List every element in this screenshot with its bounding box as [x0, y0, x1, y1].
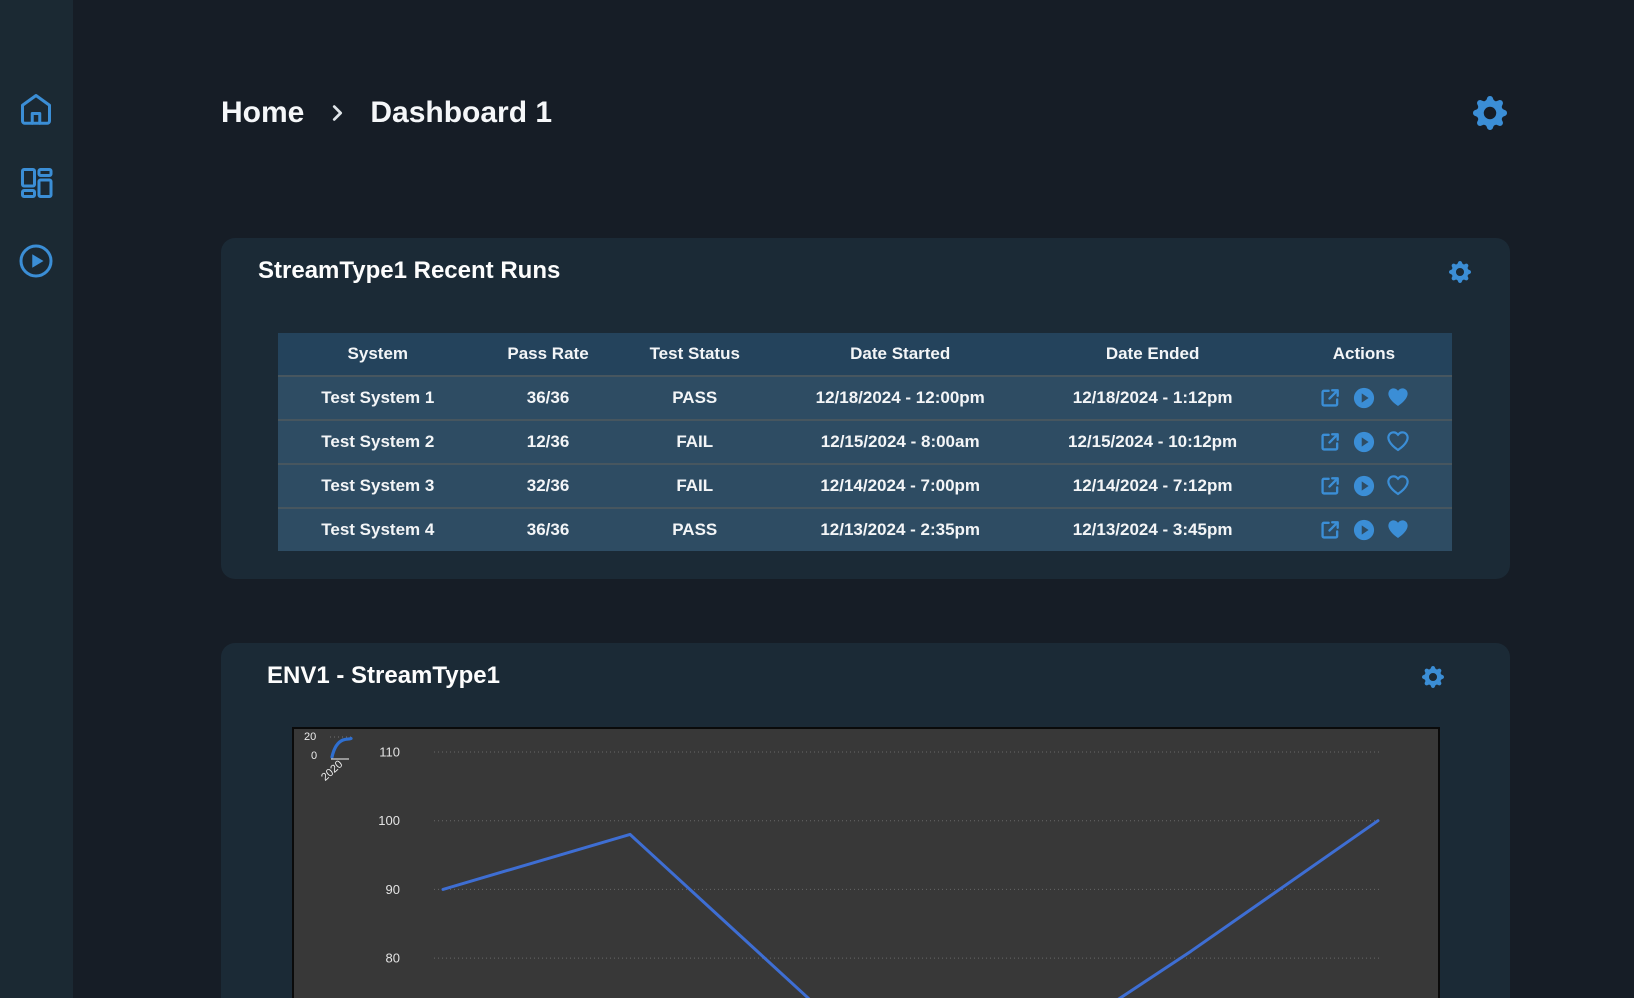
play-run-button[interactable]	[1353, 387, 1375, 409]
heart-icon	[1387, 475, 1409, 497]
system-cell: Test System 3	[278, 463, 478, 508]
pass-rate-cell: 32/36	[477, 463, 619, 508]
external-link-icon	[1319, 475, 1341, 497]
date-ended-cell: 12/13/2024 - 3:45pm	[1029, 507, 1276, 551]
favorite-button[interactable]	[1387, 431, 1409, 453]
column-header-pass-rate: Pass Rate	[477, 333, 619, 376]
svg-text:80: 80	[386, 951, 400, 966]
dashboard-grid-icon	[18, 165, 54, 201]
inset-ytick-0: 0	[311, 750, 318, 762]
svg-text:90: 90	[386, 882, 400, 897]
play-circle-filled-icon	[1353, 519, 1375, 541]
breadcrumb-home-link[interactable]: Home	[221, 96, 305, 129]
inset-mini-chart	[330, 736, 354, 760]
date-ended-cell: 12/18/2024 - 1:12pm	[1029, 375, 1276, 420]
env-chart-settings-button[interactable]	[1422, 666, 1444, 688]
sidebar-item-runs[interactable]	[18, 243, 54, 279]
actions-cell	[1275, 463, 1452, 508]
home-icon	[18, 91, 54, 127]
breadcrumb-current: Dashboard 1	[370, 96, 553, 129]
table-header-row: System Pass Rate Test Status Date Starte…	[278, 333, 1452, 376]
env-chart-card-title: ENV1 - StreamType1	[267, 662, 500, 689]
favorite-button[interactable]	[1387, 387, 1409, 409]
play-circle-filled-icon	[1353, 387, 1375, 409]
play-run-button[interactable]	[1353, 431, 1375, 453]
date-started-cell: 12/18/2024 - 12:00pm	[771, 375, 1030, 420]
column-header-date-started: Date Started	[771, 333, 1030, 376]
column-header-date-ended: Date Ended	[1029, 333, 1276, 376]
recent-runs-table: System Pass Rate Test Status Date Starte…	[278, 333, 1452, 551]
line-chart: 110 100 90 80 20 0 2020	[292, 727, 1440, 998]
open-run-button[interactable]	[1319, 387, 1341, 409]
actions-cell	[1275, 419, 1452, 464]
recent-runs-card: StreamType1 Recent Runs System Pass Rate…	[221, 238, 1510, 579]
play-run-button[interactable]	[1353, 519, 1375, 541]
table-row: Test System 3 32/36 FAIL 12/14/2024 - 7:…	[278, 463, 1452, 508]
system-cell: Test System 2	[278, 419, 478, 464]
open-run-button[interactable]	[1319, 431, 1341, 453]
heart-icon	[1387, 387, 1409, 409]
external-link-icon	[1319, 387, 1341, 409]
sidebar-item-dashboards[interactable]	[18, 165, 54, 201]
test-status-cell: FAIL	[618, 463, 772, 508]
svg-text:110: 110	[379, 745, 400, 760]
recent-runs-settings-button[interactable]	[1449, 261, 1471, 283]
pass-rate-cell: 36/36	[477, 507, 619, 551]
favorite-button[interactable]	[1387, 519, 1409, 541]
date-started-cell: 12/15/2024 - 8:00am	[771, 419, 1030, 464]
page-settings-button[interactable]	[1473, 96, 1507, 130]
env-chart-card: ENV1 - StreamType1 110 100 90 80 20 0 2020	[221, 643, 1510, 998]
play-run-button[interactable]	[1353, 475, 1375, 497]
table-row: Test System 1 36/36 PASS 12/18/2024 - 12…	[278, 375, 1452, 420]
favorite-button[interactable]	[1387, 475, 1409, 497]
column-header-system: System	[278, 333, 478, 376]
heart-icon	[1387, 519, 1409, 541]
open-run-button[interactable]	[1319, 519, 1341, 541]
date-started-cell: 12/14/2024 - 7:00pm	[771, 463, 1030, 508]
play-circle-icon	[18, 243, 54, 279]
sidebar	[0, 0, 73, 998]
play-circle-filled-icon	[1353, 475, 1375, 497]
pass-rate-cell: 12/36	[477, 419, 619, 464]
recent-runs-card-title: StreamType1 Recent Runs	[258, 257, 561, 284]
pass-rate-cell: 36/36	[477, 375, 619, 420]
svg-text:100: 100	[378, 813, 400, 828]
sidebar-item-home[interactable]	[18, 91, 54, 127]
column-header-test-status: Test Status	[618, 333, 772, 376]
play-circle-filled-icon	[1353, 431, 1375, 453]
date-started-cell: 12/13/2024 - 2:35pm	[771, 507, 1030, 551]
test-status-cell: PASS	[618, 507, 772, 551]
actions-cell	[1275, 375, 1452, 420]
column-header-actions: Actions	[1275, 333, 1452, 376]
gear-icon	[1449, 261, 1471, 283]
system-cell: Test System 1	[278, 375, 478, 420]
system-cell: Test System 4	[278, 507, 478, 551]
open-run-button[interactable]	[1319, 475, 1341, 497]
date-ended-cell: 12/15/2024 - 10:12pm	[1029, 419, 1276, 464]
heart-icon	[1387, 431, 1409, 453]
gear-icon	[1473, 96, 1507, 130]
table-row: Test System 4 36/36 PASS 12/13/2024 - 2:…	[278, 507, 1452, 551]
date-ended-cell: 12/14/2024 - 7:12pm	[1029, 463, 1276, 508]
gear-icon	[1422, 666, 1444, 688]
test-status-cell: PASS	[618, 375, 772, 420]
inset-ytick-20: 20	[304, 731, 317, 743]
external-link-icon	[1319, 431, 1341, 453]
chevron-right-icon	[326, 102, 348, 124]
table-row: Test System 2 12/36 FAIL 12/15/2024 - 8:…	[278, 419, 1452, 464]
actions-cell	[1275, 507, 1452, 551]
breadcrumb: Home Dashboard 1	[221, 88, 552, 138]
external-link-icon	[1319, 519, 1341, 541]
test-status-cell: FAIL	[618, 419, 772, 464]
